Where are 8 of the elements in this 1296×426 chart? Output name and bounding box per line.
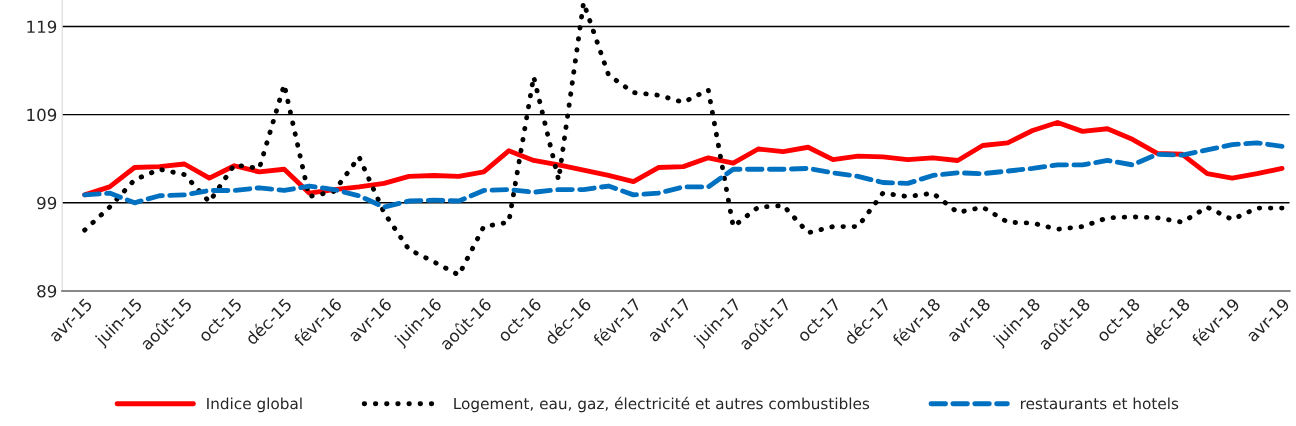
legend-label: restaurants et hotels xyxy=(1020,397,1179,410)
y-tick-label: 119 xyxy=(27,20,57,34)
legend-label: Indice global xyxy=(207,397,302,413)
y-tick-label: 89 xyxy=(37,284,57,298)
y-tick-label: 109 xyxy=(27,108,57,122)
legend-label: Logement, eau, gaz, électricité et autres combustibles xyxy=(454,396,870,413)
line-series xyxy=(82,140,1285,210)
y-tick-label: 99 xyxy=(37,196,57,210)
